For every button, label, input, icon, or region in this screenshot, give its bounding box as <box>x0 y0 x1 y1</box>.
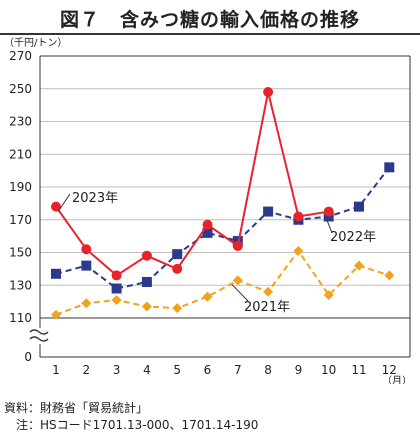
y-tick-label-150: 150 <box>9 246 32 260</box>
series-2021年 <box>51 245 395 320</box>
series-label-2021年: 2021年 <box>244 300 290 315</box>
x-axis-unit-label: （月） <box>382 375 412 384</box>
point-2022年-1 <box>51 268 61 279</box>
y-tick-label-250: 250 <box>9 82 32 96</box>
y-tick-label-110: 110 <box>9 311 32 325</box>
x-tick-label-7: 7 <box>234 363 242 377</box>
point-2022年-12 <box>384 162 395 173</box>
axis-break-wave-bottom <box>29 336 49 342</box>
point-2022年-11 <box>354 201 364 212</box>
y-tick-label-270: 270 <box>9 49 32 63</box>
y-tick-labels: （千円/トン） 0 110 130 150 170 190 210 230 250 270 <box>4 37 67 364</box>
series-2022年 <box>51 162 395 294</box>
point-2021年-7 <box>232 275 243 286</box>
x-tick-label-10: 10 <box>321 363 336 377</box>
point-2021年-8 <box>263 286 274 297</box>
point-2021年-6 <box>202 291 213 302</box>
point-2022年-2 <box>81 260 92 271</box>
x-tick-label-4: 4 <box>143 363 151 377</box>
point-2022年-8 <box>263 206 274 217</box>
point-2023年-10 <box>323 206 334 217</box>
series-line-2023年 <box>55 91 329 277</box>
point-2021年-12 <box>384 270 395 281</box>
y-tick-label-0: 0 <box>24 350 32 364</box>
point-2021年-5 <box>172 303 183 314</box>
point-2023年-3 <box>111 270 122 281</box>
grid-lines <box>40 55 410 286</box>
x-tick-labels: 1 2 3 4 5 6 7 8 9 10 11 12（月） <box>52 363 412 384</box>
series-line-2021年 <box>55 249 390 316</box>
series-line-2022年 <box>55 166 391 290</box>
axis-break <box>29 328 49 344</box>
x-tick-label-9: 9 <box>295 363 303 377</box>
series-label-2023年: 2023年 <box>72 191 118 206</box>
point-2022年-5 <box>172 249 183 260</box>
point-2023年-4 <box>141 250 152 261</box>
x-tick-label-11: 11 <box>351 363 366 377</box>
x-tick-label-3: 3 <box>113 363 121 377</box>
axes <box>39 55 411 358</box>
x-tick-label-6: 6 <box>204 363 212 377</box>
leader-line-2022年 <box>326 219 333 234</box>
y-tick-label-230: 230 <box>9 115 32 129</box>
point-2021年-10 <box>323 290 334 301</box>
series-label-2022年: 2022年 <box>330 230 376 245</box>
axis-break-mask <box>30 328 48 344</box>
point-2021年-11 <box>354 260 364 271</box>
point-2021年-9 <box>293 245 304 256</box>
point-2023年-6 <box>202 219 213 230</box>
point-2023年-2 <box>81 244 92 255</box>
x-tick-label-2: 2 <box>82 363 90 377</box>
point-2022年-6 <box>202 227 213 238</box>
point-2021年-4 <box>141 301 152 312</box>
y-tick-label-190: 190 <box>9 180 32 194</box>
chart-title: 図７ 含みつ糖の輸入価格の推移 <box>59 8 360 31</box>
series-labels: 2023年 2022年 2021年 <box>57 191 376 315</box>
axis-break-wave-top <box>29 329 49 335</box>
point-2023年-7 <box>232 240 243 251</box>
point-2021年-3 <box>111 294 122 305</box>
point-2022年-3 <box>111 283 122 294</box>
y-tick-label-170: 170 <box>9 213 32 227</box>
point-2023年-8 <box>263 87 274 98</box>
leader-line-2023年 <box>57 193 71 212</box>
series-layer <box>51 87 395 320</box>
title-bar: 図７ 含みつ糖の輸入価格の推移 <box>0 0 420 36</box>
point-2022年-4 <box>141 276 152 287</box>
point-2023年-1 <box>51 201 61 212</box>
point-2023年-9 <box>293 211 304 222</box>
series-2023年 <box>51 87 334 281</box>
x-tick-label-5: 5 <box>173 363 181 377</box>
x-tick-label-8: 8 <box>264 363 272 377</box>
y-tick-label-130: 130 <box>9 278 32 292</box>
y-tick-label-210: 210 <box>9 147 32 161</box>
leader-line-2021年 <box>231 283 249 302</box>
x-tick-label-12: 12 <box>382 363 397 377</box>
point-2021年-1 <box>51 309 61 320</box>
y-axis-unit-label: （千円/トン） <box>4 37 67 49</box>
x-tick-label-1: 1 <box>52 363 60 377</box>
title-underline <box>0 33 420 35</box>
note-text: 注：HSコード1701.13-000、1701.14-190 <box>4 418 259 432</box>
point-2023年-5 <box>172 263 183 274</box>
source-text: 資料：財務省「貿易統計」 <box>4 401 149 415</box>
point-2021年-2 <box>81 298 92 309</box>
